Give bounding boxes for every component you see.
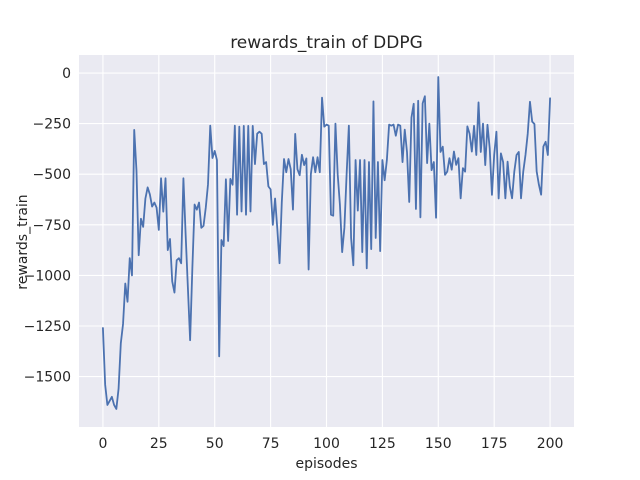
reward-line-series (102, 76, 551, 410)
y-tick-label: 0 (62, 66, 71, 82)
y-tick-label: −750 (33, 218, 71, 234)
x-tick-label: 100 (313, 436, 340, 452)
x-tick-label: 125 (369, 436, 396, 452)
y-tick-label: −500 (33, 167, 71, 183)
y-tick-label: −250 (33, 117, 71, 133)
x-axis-label: episodes (295, 456, 358, 472)
x-tick-label: 175 (481, 436, 508, 452)
y-axis-label: rewards_train (15, 194, 31, 290)
x-tick-label: 200 (537, 436, 564, 452)
y-tick-label: −1500 (24, 370, 71, 386)
x-tick-label: 50 (206, 436, 224, 452)
x-tick-label: 75 (262, 436, 280, 452)
chart-title: rewards_train of DDPG (230, 33, 423, 53)
x-tick-label: 150 (425, 436, 452, 452)
y-tick-label: −1250 (24, 319, 71, 335)
x-tick-label: 25 (150, 436, 168, 452)
x-tick-label: 0 (98, 436, 107, 452)
y-tick-label: −1000 (24, 268, 71, 284)
